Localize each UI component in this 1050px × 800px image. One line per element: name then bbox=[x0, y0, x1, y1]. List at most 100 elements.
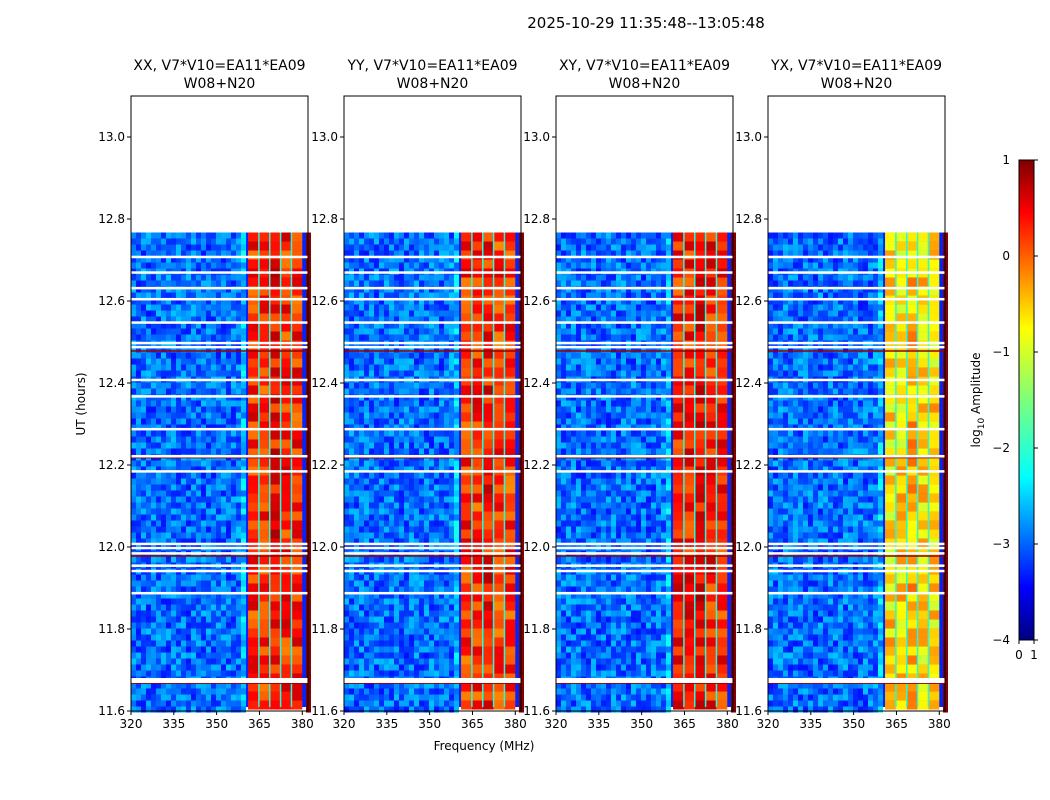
heatmap-cell bbox=[131, 652, 136, 659]
heatmap-cell bbox=[131, 328, 136, 335]
heatmap-cell bbox=[374, 628, 379, 635]
heatmap-cell bbox=[221, 574, 226, 581]
heatmap-cell bbox=[374, 400, 379, 407]
heatmap-cell bbox=[384, 238, 389, 245]
rfi-cell bbox=[471, 547, 483, 557]
heatmap-cell bbox=[419, 442, 424, 449]
heatmap-cell bbox=[354, 586, 359, 593]
heatmap-cell bbox=[131, 472, 136, 479]
heatmap-cell bbox=[409, 436, 414, 443]
heatmap-cell bbox=[226, 304, 231, 311]
heatmap-cell bbox=[656, 322, 661, 329]
heatmap-cell bbox=[191, 382, 196, 389]
heatmap-cell bbox=[221, 634, 226, 641]
data-gap bbox=[131, 569, 308, 573]
heatmap-cell bbox=[146, 424, 151, 431]
heatmap-cell bbox=[196, 502, 201, 509]
heatmap-cell bbox=[181, 574, 186, 581]
heatmap-cell bbox=[231, 490, 236, 497]
data-gap bbox=[131, 345, 308, 349]
heatmap-cell bbox=[424, 664, 429, 671]
heatmap-cell bbox=[161, 688, 166, 695]
heatmap-cell bbox=[191, 298, 196, 305]
heatmap-cell bbox=[171, 670, 176, 677]
heatmap-cell bbox=[131, 262, 136, 269]
heatmap-cell bbox=[241, 232, 246, 239]
heatmap-cell bbox=[591, 346, 596, 353]
heatmap-cell bbox=[161, 592, 166, 599]
heatmap-cell bbox=[201, 430, 206, 437]
rfi-cell bbox=[258, 592, 270, 602]
heatmap-cell bbox=[186, 388, 191, 395]
heatmap-cell bbox=[384, 334, 389, 341]
heatmap-cell bbox=[399, 616, 404, 623]
heatmap-cell bbox=[216, 358, 221, 365]
rfi-cell bbox=[258, 511, 270, 521]
heatmap-cell bbox=[206, 616, 211, 623]
heatmap-cell bbox=[151, 322, 156, 329]
heatmap-cell bbox=[409, 238, 414, 245]
heatmap-cell bbox=[434, 670, 439, 677]
heatmap-cell bbox=[146, 658, 151, 665]
heatmap-cell bbox=[596, 316, 601, 323]
heatmap-cell bbox=[369, 610, 374, 617]
heatmap-cell bbox=[131, 502, 136, 509]
heatmap-cell bbox=[561, 316, 566, 323]
heatmap-cell bbox=[131, 592, 136, 599]
heatmap-cell bbox=[561, 232, 566, 239]
heatmap-cell bbox=[201, 616, 206, 623]
heatmap-cell bbox=[136, 406, 141, 413]
heatmap-cell bbox=[434, 460, 439, 467]
heatmap-cell bbox=[439, 604, 444, 611]
heatmap-cell bbox=[414, 502, 419, 509]
heatmap-cell bbox=[586, 292, 591, 299]
heatmap-cell bbox=[389, 244, 394, 251]
heatmap-cell bbox=[389, 490, 394, 497]
heatmap-cell bbox=[601, 286, 606, 293]
heatmap-cell bbox=[646, 316, 651, 323]
heatmap-cell bbox=[394, 292, 399, 299]
heatmap-cell bbox=[221, 442, 226, 449]
heatmap-cell bbox=[404, 694, 409, 701]
heatmap-cell bbox=[636, 232, 641, 239]
heatmap-cell bbox=[369, 592, 374, 599]
heatmap-cell bbox=[621, 238, 626, 245]
heatmap-cell bbox=[131, 322, 136, 329]
heatmap-cell bbox=[369, 496, 374, 503]
heatmap-cell bbox=[206, 574, 211, 581]
heatmap-cell bbox=[166, 286, 171, 293]
heatmap-cell bbox=[146, 310, 151, 317]
heatmap-cell bbox=[231, 388, 236, 395]
heatmap-cell bbox=[434, 622, 439, 629]
heatmap-cell bbox=[429, 640, 434, 647]
heatmap-cell bbox=[131, 310, 136, 317]
heatmap-cell bbox=[424, 310, 429, 317]
rfi-cell bbox=[461, 529, 472, 539]
heatmap-cell bbox=[359, 538, 364, 545]
heatmap-cell bbox=[384, 304, 389, 311]
y-tick-label: 11.6 bbox=[98, 704, 125, 718]
heatmap-cell bbox=[156, 430, 161, 437]
heatmap-cell bbox=[354, 280, 359, 287]
rfi-cell bbox=[291, 457, 303, 467]
heatmap-cell bbox=[161, 292, 166, 299]
heatmap-cell bbox=[349, 304, 354, 311]
heatmap-cell bbox=[221, 658, 226, 665]
heatmap-cell bbox=[349, 406, 354, 413]
heatmap-cell bbox=[449, 262, 454, 269]
heatmap-cell bbox=[449, 508, 454, 515]
heatmap-cell bbox=[394, 262, 399, 269]
rfi-cell bbox=[504, 556, 516, 566]
heatmap-cell bbox=[344, 592, 349, 599]
heatmap-cell bbox=[354, 706, 359, 713]
heatmap-cell bbox=[374, 586, 379, 593]
rfi-cell bbox=[504, 484, 516, 494]
heatmap-cell bbox=[364, 640, 369, 647]
heatmap-cell bbox=[379, 532, 384, 539]
heatmap-cell bbox=[241, 496, 246, 503]
heatmap-cell bbox=[419, 490, 424, 497]
heatmap-cell bbox=[369, 478, 374, 485]
heatmap-cell bbox=[171, 346, 176, 353]
heatmap-cell bbox=[206, 412, 211, 419]
rfi-cell bbox=[269, 646, 281, 656]
